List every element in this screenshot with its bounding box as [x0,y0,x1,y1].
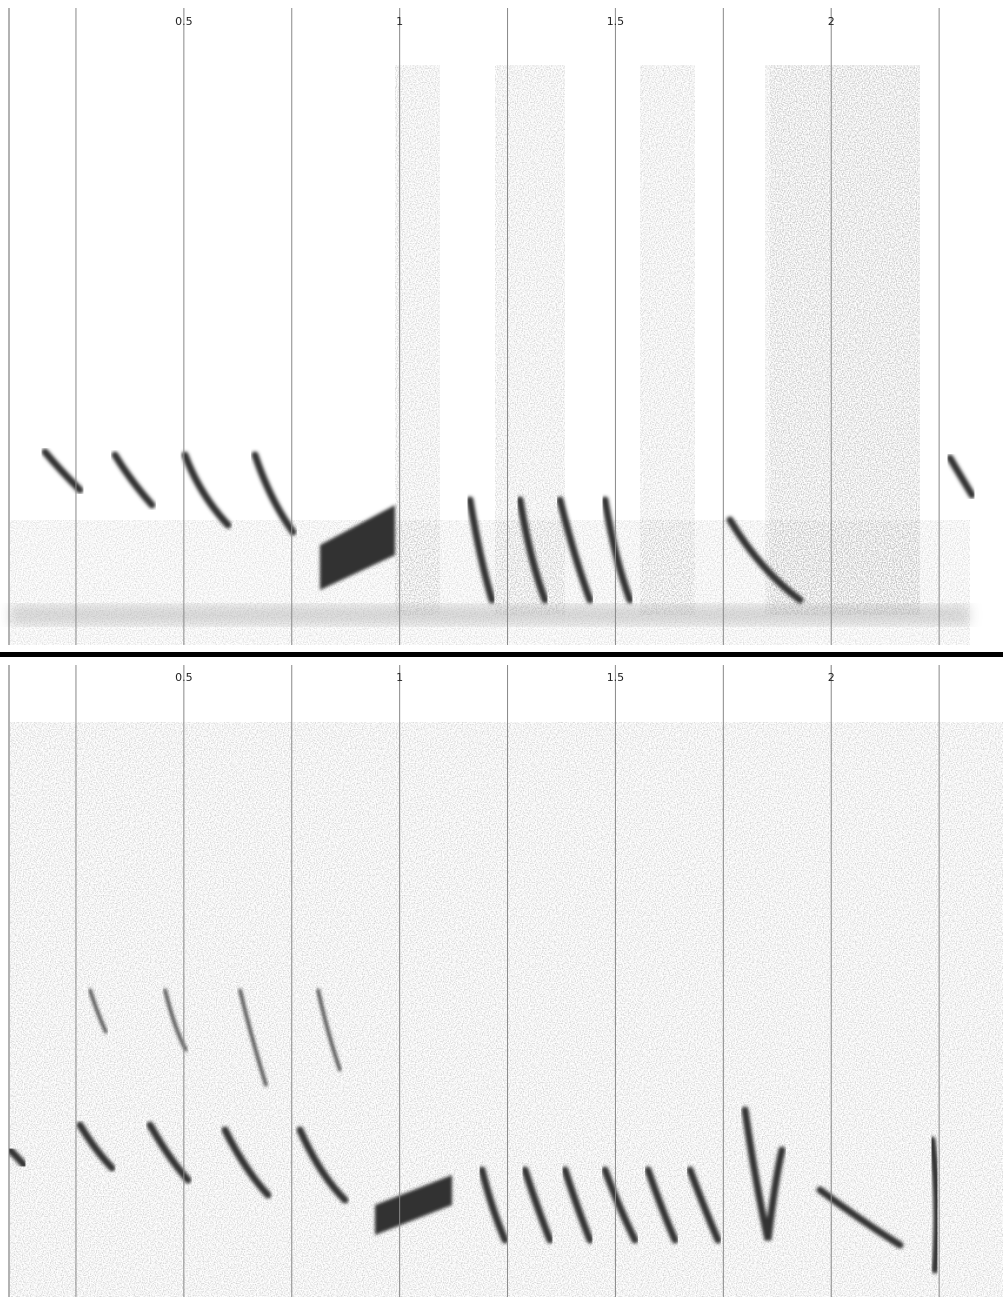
x-tick-label: 2 [828,671,835,684]
x-tick-label: 1 [396,15,403,28]
bottom-spectrogram [10,722,1003,1297]
spectrogram-viewer: 0.5 1 1.5 2 0.5 1 1.5 2 [0,0,1003,1297]
x-tick-label: 0.5 [175,671,193,684]
x-tick-label: 2 [828,15,835,28]
x-tick-label: 1.5 [607,671,625,684]
panel-divider [0,652,1003,657]
top-spectrogram [10,65,972,645]
x-tick-label: 0.5 [175,15,193,28]
x-tick-label: 1.5 [607,15,625,28]
x-tick-label: 1 [396,671,403,684]
